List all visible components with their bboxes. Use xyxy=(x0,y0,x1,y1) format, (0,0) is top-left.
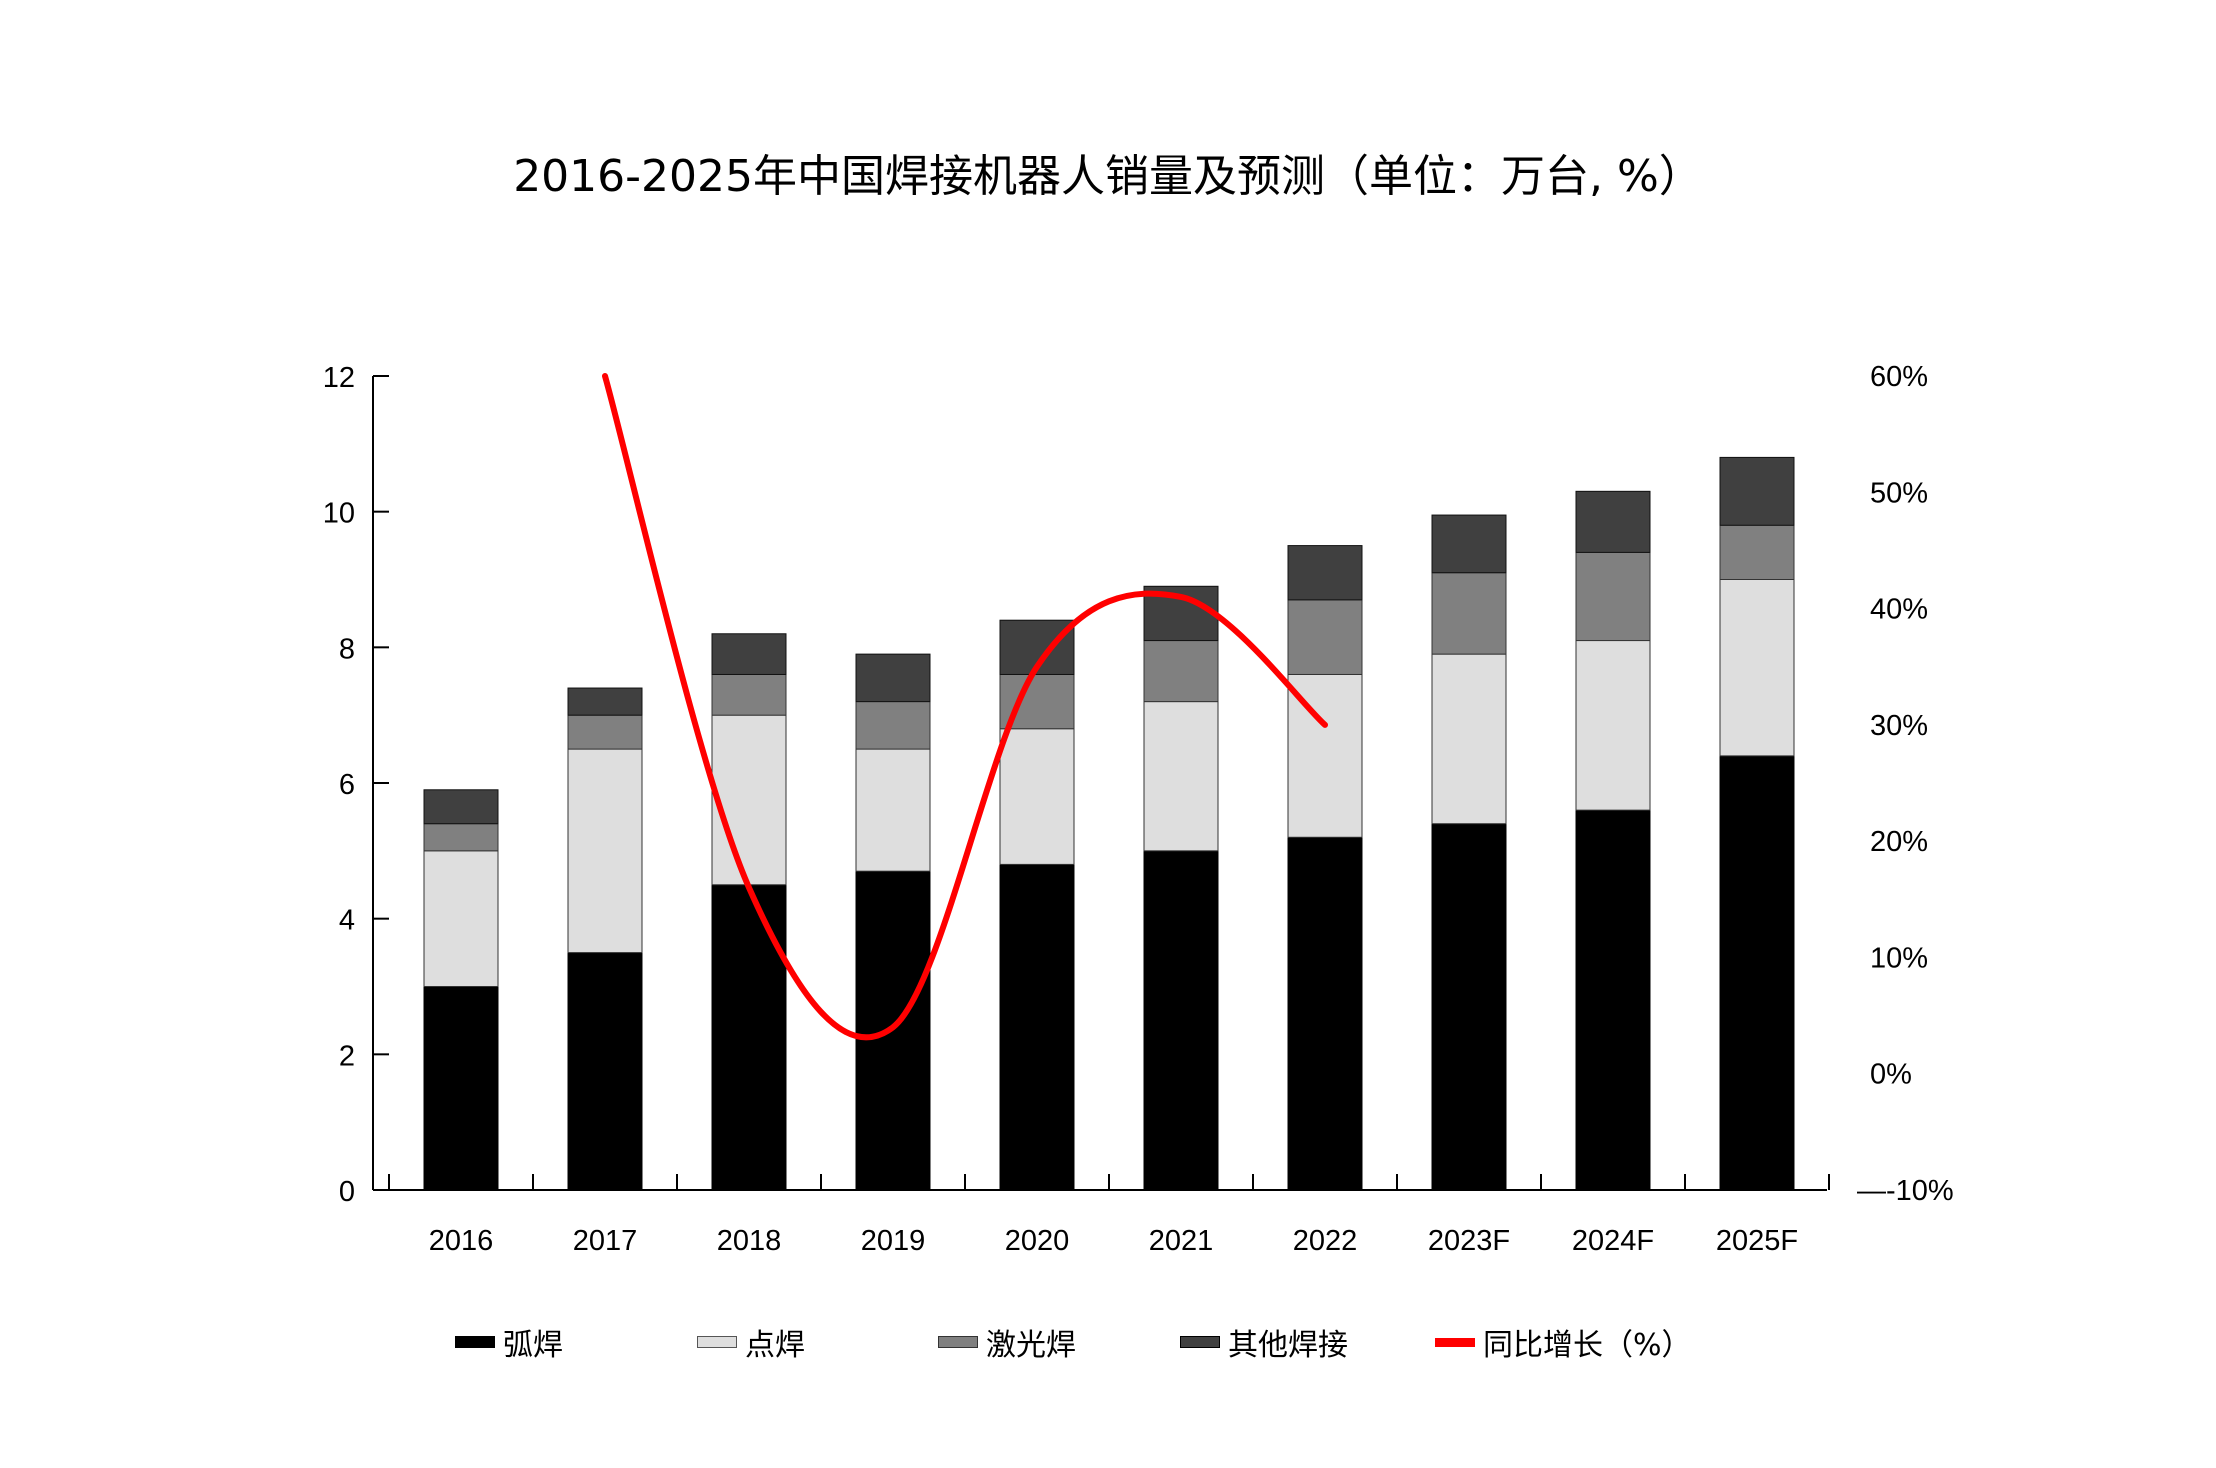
bar-2016-series-3 xyxy=(423,789,499,825)
right-axis-tick-label: 30% xyxy=(1870,710,1928,742)
legend-label-other: 其他焊接 xyxy=(1228,1328,1348,1363)
growth-rate-line xyxy=(602,373,1328,1041)
bars-group xyxy=(423,456,1795,1191)
left-axis-tick-label: 0 xyxy=(339,1176,355,1208)
bar-2022-series-2 xyxy=(1287,599,1363,675)
bar-2021-series-2 xyxy=(1143,640,1219,703)
bar-2023F-series-3 xyxy=(1431,514,1507,574)
bar-2024F-series-1 xyxy=(1575,640,1651,811)
bar-2019-series-2 xyxy=(855,701,931,750)
bar-2018-series-1 xyxy=(711,714,787,886)
legend-label-laser: 激光焊 xyxy=(986,1328,1076,1363)
bar-2024F-series-0 xyxy=(1575,809,1651,1191)
bar-2019-series-1 xyxy=(855,748,931,872)
bar-2018-series-3 xyxy=(711,633,787,675)
bar-2024F-series-3 xyxy=(1575,490,1651,553)
bar-2021-series-0 xyxy=(1143,850,1219,1191)
x-tick-label: 2016 xyxy=(429,1225,494,1257)
right-axis-tick-label: 0% xyxy=(1870,1059,1912,1091)
x-tick-label: 2017 xyxy=(573,1225,638,1257)
legend-swatch-other xyxy=(1180,1336,1220,1348)
legend-label-growth: 同比增长（%） xyxy=(1483,1328,1692,1363)
left-axis-tick-label: 4 xyxy=(339,905,355,937)
bar-2020-series-0 xyxy=(999,863,1075,1191)
x-tick-label: 2021 xyxy=(1149,1225,1214,1257)
x-tick-label: 2019 xyxy=(861,1225,926,1257)
legend-label-arc: 弧焊 xyxy=(503,1328,563,1363)
left-axis-tick-label: 2 xyxy=(339,1040,355,1072)
legend-swatch-arc xyxy=(455,1336,495,1348)
bar-2018-series-0 xyxy=(711,884,787,1191)
bar-2025F-series-0 xyxy=(1719,755,1795,1191)
x-tick-label: 2022 xyxy=(1293,1225,1358,1257)
bar-2017-series-0 xyxy=(567,952,643,1191)
bar-2016-series-1 xyxy=(423,850,499,987)
legend-item-other: 其他焊接 xyxy=(1180,1320,1348,1364)
x-tick-label: 2020 xyxy=(1005,1225,1070,1257)
left-axis-tick-label: 12 xyxy=(323,362,355,394)
legend-swatch-spot xyxy=(697,1336,737,1348)
bar-2016-series-0 xyxy=(423,986,499,1191)
bar-2022-series-0 xyxy=(1287,836,1363,1191)
axes-group: 2016 2017 2018 2019 2020 2021 2022 2023F 2024F 20… xyxy=(323,361,1954,1257)
bar-2023F-series-2 xyxy=(1431,572,1507,655)
bar-2017-series-2 xyxy=(567,714,643,750)
bar-2024F-series-2 xyxy=(1575,551,1651,642)
bar-2023F-series-1 xyxy=(1431,653,1507,825)
right-axis-tick-label: —-10% xyxy=(1857,1175,1954,1207)
right-axis-tick-label: 60% xyxy=(1870,361,1928,393)
legend-swatch-growth xyxy=(1435,1337,1475,1347)
bar-2017-series-1 xyxy=(567,748,643,954)
x-tick-label: 2025F xyxy=(1716,1225,1798,1257)
growth-line-group xyxy=(602,373,1328,1041)
left-axis-tick-label: 6 xyxy=(339,769,355,801)
bar-2020-series-1 xyxy=(999,728,1075,865)
bar-2025F-series-2 xyxy=(1719,524,1795,581)
left-axis-tick-label: 10 xyxy=(323,498,355,530)
bar-2025F-series-1 xyxy=(1719,579,1795,757)
legend: 弧焊 点焊 激光焊 其他焊接 同比增长（%） xyxy=(0,1320,2216,1370)
bar-2025F-series-3 xyxy=(1719,456,1795,526)
x-tick-label: 2024F xyxy=(1572,1225,1654,1257)
legend-item-laser: 激光焊 xyxy=(938,1320,1076,1364)
legend-item-spot: 点焊 xyxy=(697,1320,805,1364)
left-axis-tick-label: 8 xyxy=(339,633,355,665)
legend-label-spot: 点焊 xyxy=(745,1328,805,1363)
right-axis-tick-label: 40% xyxy=(1870,594,1928,626)
right-axis-tick-label: 50% xyxy=(1870,477,1928,509)
chart-title: 2016-2025年中国焊接机器人销量及预测（单位：万台, %） xyxy=(513,151,1703,202)
x-tick-label: 2023F xyxy=(1428,1225,1510,1257)
bar-2017-series-3 xyxy=(567,687,643,716)
x-tick-label: 2018 xyxy=(717,1225,782,1257)
bar-2021-series-1 xyxy=(1143,701,1219,852)
legend-swatch-laser xyxy=(938,1336,978,1348)
bar-2019-series-3 xyxy=(855,653,931,703)
legend-item-growth: 同比增长（%） xyxy=(1435,1320,1692,1364)
bar-2018-series-2 xyxy=(711,673,787,716)
bar-2022-series-3 xyxy=(1287,545,1363,601)
right-axis-tick-label: 10% xyxy=(1870,942,1928,974)
legend-item-arc: 弧焊 xyxy=(455,1320,563,1364)
right-axis-tick-label: 20% xyxy=(1870,826,1928,858)
bar-2016-series-2 xyxy=(423,823,499,852)
bar-2023F-series-0 xyxy=(1431,823,1507,1191)
